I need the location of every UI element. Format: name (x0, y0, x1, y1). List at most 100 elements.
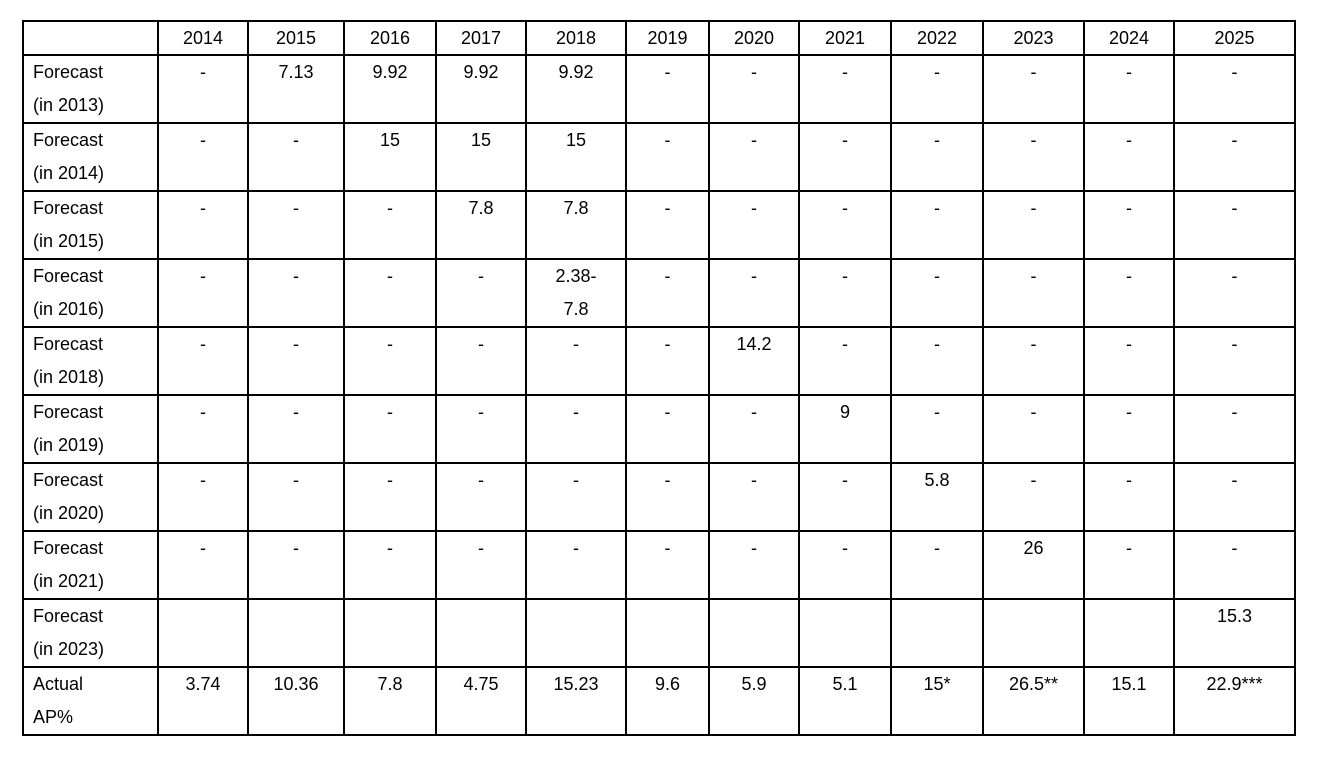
table-cell: - (625, 394, 710, 464)
table-cell: - (982, 462, 1085, 532)
table-cell: - (708, 394, 800, 464)
table-cell: - (343, 326, 437, 396)
table-cell: - (708, 462, 800, 532)
table-cell (157, 598, 249, 668)
table-cell: - (798, 530, 892, 600)
table-cell: - (157, 462, 249, 532)
table-cell: - (890, 54, 984, 124)
table-cell: 15 (435, 122, 527, 192)
year-header-row: 2014 2015 2016 2017 2018 2019 2020 2021 2022 2023… (22, 20, 1296, 56)
table-cell: - (798, 122, 892, 192)
table-cell: - (625, 326, 710, 396)
table-cell: - (798, 258, 892, 328)
table-cell: - (890, 394, 984, 464)
table-cell: - (708, 54, 800, 124)
table-cell: - (625, 258, 710, 328)
table-cell: - (435, 394, 527, 464)
table-cell: - (343, 190, 437, 260)
table-cell: - (982, 190, 1085, 260)
table-cell: - (343, 258, 437, 328)
table-cell: - (343, 394, 437, 464)
table-cell: - (708, 122, 800, 192)
table-cell (708, 598, 800, 668)
year-header: 2017 (435, 20, 527, 56)
row-label: Forecast (in 2021) (22, 530, 159, 600)
table-row: Actual AP% 3.74 10.36 7.8 4.75 15.23 9.6 5.9 5.1… (22, 666, 1296, 736)
table-cell: - (982, 258, 1085, 328)
year-header: 2021 (798, 20, 892, 56)
table-cell: 7.8 (435, 190, 527, 260)
table-cell (625, 598, 710, 668)
table-cell: 15.3 (1173, 598, 1296, 668)
table-cell: - (890, 122, 984, 192)
table-cell: 9.92 (435, 54, 527, 124)
table-cell: - (982, 54, 1085, 124)
row-label: Forecast (in 2020) (22, 462, 159, 532)
table-cell: - (798, 190, 892, 260)
table-row: Forecast (in 2019) - - - - - - -9- - - - (22, 394, 1296, 464)
table-cell: - (890, 190, 984, 260)
year-header: 2015 (247, 20, 345, 56)
table-cell: - (1083, 462, 1175, 532)
table-cell (798, 598, 892, 668)
row-label: Forecast (in 2013) (22, 54, 159, 124)
year-header: 2020 (708, 20, 800, 56)
table-cell: 4.75 (435, 666, 527, 736)
table-cell: - (157, 530, 249, 600)
table-cell: - (247, 190, 345, 260)
table-cell: - (247, 122, 345, 192)
table-cell: - (708, 258, 800, 328)
table-cell: - (435, 462, 527, 532)
table-cell: - (157, 190, 249, 260)
table-cell: - (1083, 326, 1175, 396)
table-cell: - (343, 462, 437, 532)
table-row: Forecast (in 2020) - - - - - - - -5.8- - - (22, 462, 1296, 532)
table-cell: 9 (798, 394, 892, 464)
row-label: Forecast (in 2016) (22, 258, 159, 328)
table-row: Forecast (in 2021) - - - - - - - - -26- - (22, 530, 1296, 600)
table-cell: - (157, 394, 249, 464)
table-row: Forecast (in 2018) - - - - - -14.2- - - - - (22, 326, 1296, 396)
table-cell: - (1173, 530, 1296, 600)
table-cell: - (525, 462, 627, 532)
table-cell: 9.92 (525, 54, 627, 124)
table-cell: - (247, 394, 345, 464)
table-cell: - (1173, 326, 1296, 396)
table-cell (435, 598, 527, 668)
table-cell: - (625, 54, 710, 124)
year-header: 2019 (625, 20, 710, 56)
table-row: Forecast (in 2015) - - -7.8 7.8- - - - - - - (22, 190, 1296, 260)
table-cell: - (1173, 258, 1296, 328)
table-cell: 15 (525, 122, 627, 192)
table-cell: - (157, 122, 249, 192)
table-cell: 9.6 (625, 666, 710, 736)
row-label: Forecast (in 2015) (22, 190, 159, 260)
table-cell: - (798, 326, 892, 396)
forecast-table: 2014 2015 2016 2017 2018 2019 2020 2021 2022 2023… (22, 20, 1296, 736)
year-header: 2023 (982, 20, 1085, 56)
table-cell: - (890, 258, 984, 328)
row-label: Forecast (in 2023) (22, 598, 159, 668)
table-cell: 26.5** (982, 666, 1085, 736)
year-header: 2014 (157, 20, 249, 56)
table-cell: - (157, 326, 249, 396)
table-cell: - (708, 190, 800, 260)
year-header: 2018 (525, 20, 627, 56)
table-cell: - (890, 326, 984, 396)
table-cell: 7.13 (247, 54, 345, 124)
table-cell: 5.8 (890, 462, 984, 532)
table-cell: - (798, 54, 892, 124)
table-cell: - (1083, 530, 1175, 600)
table-cell: 5.1 (798, 666, 892, 736)
table-cell: 2.38- 7.8 (525, 258, 627, 328)
table-cell: - (1173, 122, 1296, 192)
row-label: Forecast (in 2019) (22, 394, 159, 464)
table-cell: - (982, 394, 1085, 464)
table-cell: - (982, 122, 1085, 192)
table-cell: - (798, 462, 892, 532)
table-cell: - (625, 462, 710, 532)
table-row: Forecast (in 2023) 15.3 (22, 598, 1296, 668)
table-cell: 3.74 (157, 666, 249, 736)
table-row: Forecast (in 2016) - - - -2.38- 7.8- - - - - - - (22, 258, 1296, 328)
row-label: Forecast (in 2018) (22, 326, 159, 396)
